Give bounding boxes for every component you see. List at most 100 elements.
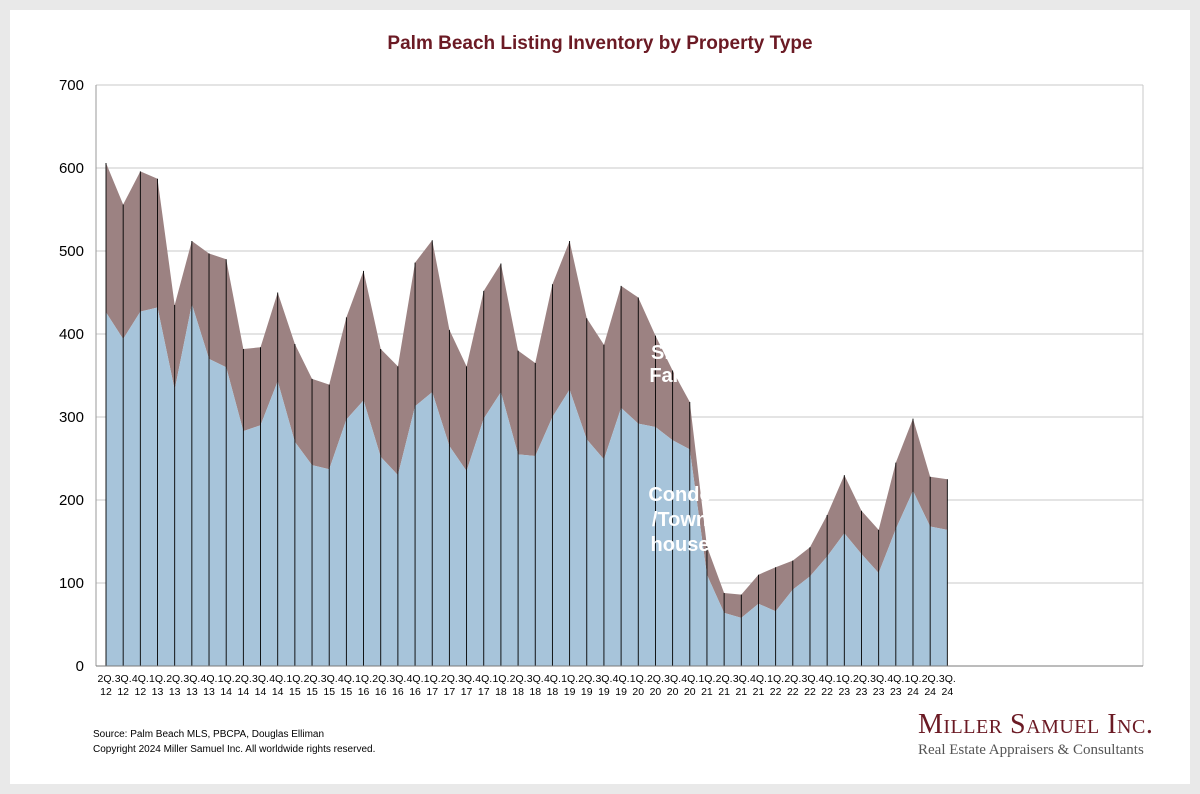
x-tick-label-quarter: 2Q.	[716, 673, 733, 685]
chart-title: Palm Beach Listing Inventory by Property…	[387, 33, 813, 54]
x-tick-label-quarter: 3Q.	[733, 673, 750, 685]
x-tick-label-year: 18	[512, 686, 524, 698]
x-tick-label-year: 22	[821, 686, 833, 698]
y-tick-label: 0	[76, 658, 84, 675]
x-tick-label-year: 20	[667, 686, 679, 698]
y-tick-label: 700	[59, 77, 84, 94]
x-tick-label-quarter: 1Q.	[561, 673, 578, 685]
x-tick-label-quarter: 3Q.	[870, 673, 887, 685]
x-tick-label-quarter: 2Q.	[510, 673, 527, 685]
x-tick-label-quarter: 4Q.	[681, 673, 698, 685]
x-tick-label-year: 14	[272, 686, 284, 698]
x-tick-label-year: 21	[701, 686, 713, 698]
x-tick-label-year: 18	[547, 686, 559, 698]
x-tick-label-quarter: 3Q.	[183, 673, 200, 685]
series-label-single-family: Single	[651, 342, 711, 364]
copyright-note: Copyright 2024 Miller Samuel Inc. All wo…	[93, 744, 376, 755]
x-tick-label-quarter: 1Q.	[698, 673, 715, 685]
x-tick-label-year: 20	[632, 686, 644, 698]
x-tick-label-year: 19	[564, 686, 576, 698]
x-tick-label-year: 24	[941, 686, 953, 698]
x-tick-label-quarter: 3Q.	[595, 673, 612, 685]
x-tick-label-year: 15	[323, 686, 335, 698]
x-tick-label-year: 12	[134, 686, 146, 698]
y-tick-label: 500	[59, 243, 84, 260]
x-tick-label-quarter: 4Q.	[201, 673, 218, 685]
y-tick-label: 600	[59, 160, 84, 177]
x-tick-label-quarter: 1Q.	[355, 673, 372, 685]
x-tick-label-year: 22	[804, 686, 816, 698]
x-tick-label-year: 20	[684, 686, 696, 698]
x-tick-label-year: 20	[650, 686, 662, 698]
y-tick-label: 400	[59, 326, 84, 343]
x-tick-label-year: 17	[426, 686, 438, 698]
x-tick-label-quarter: 4Q.	[544, 673, 561, 685]
x-tick-label-year: 23	[856, 686, 868, 698]
x-tick-label-year: 13	[152, 686, 164, 698]
x-tick-label-quarter: 4Q.	[132, 673, 149, 685]
x-tick-label-year: 15	[289, 686, 301, 698]
brand-name: Miller Samuel Inc.	[918, 709, 1154, 740]
x-tick-label-year: 21	[718, 686, 730, 698]
x-tick-label-quarter: 4Q.	[750, 673, 767, 685]
x-tick-label-year: 14	[238, 686, 250, 698]
series-label-condo-townhouse: Condo	[648, 484, 711, 506]
x-tick-label-quarter: 2Q.	[647, 673, 664, 685]
x-tick-label-quarter: 3Q.	[321, 673, 338, 685]
brand-logo: Miller Samuel Inc. Real Estate Appraiser…	[918, 710, 1163, 759]
x-tick-label-year: 23	[838, 686, 850, 698]
x-tick-label-quarter: 3Q.	[115, 673, 132, 685]
x-tick-label-year: 21	[735, 686, 747, 698]
x-tick-label-quarter: 4Q.	[819, 673, 836, 685]
x-tick-label-year: 19	[598, 686, 610, 698]
area-condo-townhouse	[106, 304, 948, 666]
x-tick-label-year: 16	[409, 686, 421, 698]
x-tick-label-year: 12	[117, 686, 129, 698]
x-tick-label-quarter: 2Q.	[235, 673, 252, 685]
x-tick-label-year: 19	[615, 686, 627, 698]
x-tick-label-quarter: 3Q.	[664, 673, 681, 685]
x-tick-label-year: 18	[495, 686, 507, 698]
y-tick-label: 200	[59, 492, 84, 509]
series-label-single-family: Family	[649, 365, 713, 387]
x-tick-label-year: 17	[478, 686, 490, 698]
x-tick-label-quarter: 2Q.	[98, 673, 115, 685]
x-tick-label-quarter: 1Q.	[218, 673, 235, 685]
x-tick-label-quarter: 1Q.	[905, 673, 922, 685]
x-tick-label-year: 23	[890, 686, 902, 698]
x-tick-label-quarter: 4Q.	[475, 673, 492, 685]
x-tick-label-year: 22	[787, 686, 799, 698]
x-tick-label-quarter: 1Q.	[767, 673, 784, 685]
x-tick-label-year: 14	[220, 686, 232, 698]
x-tick-label-quarter: 4Q.	[269, 673, 286, 685]
x-tick-label-quarter: 1Q.	[630, 673, 647, 685]
x-tick-label-year: 13	[203, 686, 215, 698]
x-tick-label-year: 13	[169, 686, 181, 698]
x-tick-label-year: 15	[306, 686, 318, 698]
x-tick-label-quarter: 2Q.	[784, 673, 801, 685]
x-tick-label-quarter: 1Q.	[836, 673, 853, 685]
x-tick-label-year: 16	[375, 686, 387, 698]
x-tick-label-quarter: 3Q.	[939, 673, 956, 685]
x-tick-label-quarter: 3Q.	[252, 673, 269, 685]
x-tick-label-quarter: 2Q.	[578, 673, 595, 685]
x-tick-label-quarter: 2Q.	[304, 673, 321, 685]
series-label-condo-townhouse: /Town	[652, 509, 708, 531]
x-tick-label-quarter: 2Q.	[441, 673, 458, 685]
x-tick-label-year: 24	[907, 686, 919, 698]
x-tick-label-quarter: 3Q.	[802, 673, 819, 685]
series-label-condo-townhouse: house	[651, 534, 710, 556]
x-tick-label-year: 14	[255, 686, 267, 698]
x-tick-label-quarter: 4Q.	[887, 673, 904, 685]
x-tick-label-quarter: 1Q.	[492, 673, 509, 685]
x-tick-label-quarter: 3Q.	[527, 673, 544, 685]
x-tick-label-year: 15	[341, 686, 353, 698]
source-note: Source: Palm Beach MLS, PBCPA, Douglas E…	[93, 729, 325, 740]
x-tick-label-year: 19	[581, 686, 593, 698]
x-tick-label-quarter: 4Q.	[338, 673, 355, 685]
x-tick-label-year: 24	[924, 686, 936, 698]
axes: 01002003004005006007002Q.123Q.124Q.121Q.…	[59, 77, 1144, 698]
x-tick-label-year: 17	[444, 686, 456, 698]
